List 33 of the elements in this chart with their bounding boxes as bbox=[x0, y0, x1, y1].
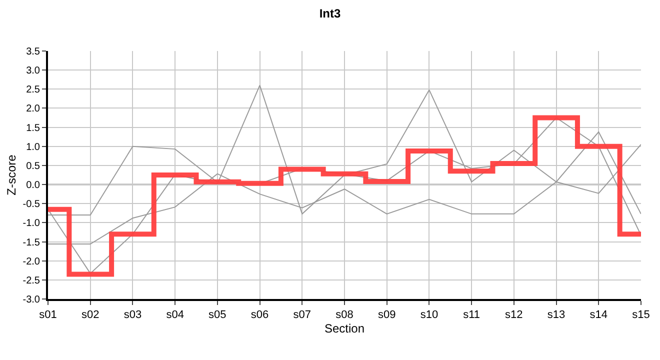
y-tick-label: 2.0 bbox=[26, 104, 40, 115]
y-tick-label: 0.5 bbox=[26, 160, 40, 172]
y-tick-label: -1.0 bbox=[22, 218, 40, 230]
x-tick-label: s13 bbox=[547, 309, 566, 322]
y-tick-label: 3.5 bbox=[26, 46, 40, 58]
y-tick-label: 0.0 bbox=[26, 180, 40, 192]
y-tick-label: -3.0 bbox=[22, 294, 40, 306]
x-tick-label: s08 bbox=[336, 309, 354, 322]
x-tick-label: s11 bbox=[463, 309, 480, 322]
x-tick-label: s07 bbox=[293, 309, 312, 322]
line-series bbox=[48, 84, 641, 274]
y-tick-label: 1.0 bbox=[26, 142, 40, 153]
x-tick-label: s15 bbox=[632, 309, 650, 322]
chart-title: Int3 bbox=[319, 6, 341, 20]
x-tick-label: s09 bbox=[378, 309, 396, 322]
x-tick-label: s02 bbox=[81, 309, 100, 322]
y-tick-label: -2.0 bbox=[22, 256, 40, 268]
x-tick-label: s03 bbox=[124, 309, 142, 322]
y-tick-label: -0.5 bbox=[22, 199, 40, 210]
x-tick-label: s06 bbox=[250, 309, 269, 322]
y-tick-label: 2.5 bbox=[26, 84, 40, 96]
x-tick-label: s10 bbox=[420, 309, 438, 322]
y-tick-label: 3.0 bbox=[26, 66, 40, 77]
x-tick-label: s14 bbox=[590, 309, 608, 322]
x-tick-label: s12 bbox=[505, 309, 523, 322]
y-tick-label: -2.5 bbox=[22, 275, 40, 286]
x-tick-label: s05 bbox=[208, 309, 226, 322]
x-tick-label: s04 bbox=[166, 309, 184, 322]
y-tick-label: 1.5 bbox=[26, 122, 40, 134]
x-axis-title: Section bbox=[324, 322, 365, 336]
y-tick-label: -1.5 bbox=[22, 237, 40, 248]
y-axis-title: Z-score bbox=[4, 154, 19, 196]
x-tick-label: s01 bbox=[39, 309, 57, 322]
